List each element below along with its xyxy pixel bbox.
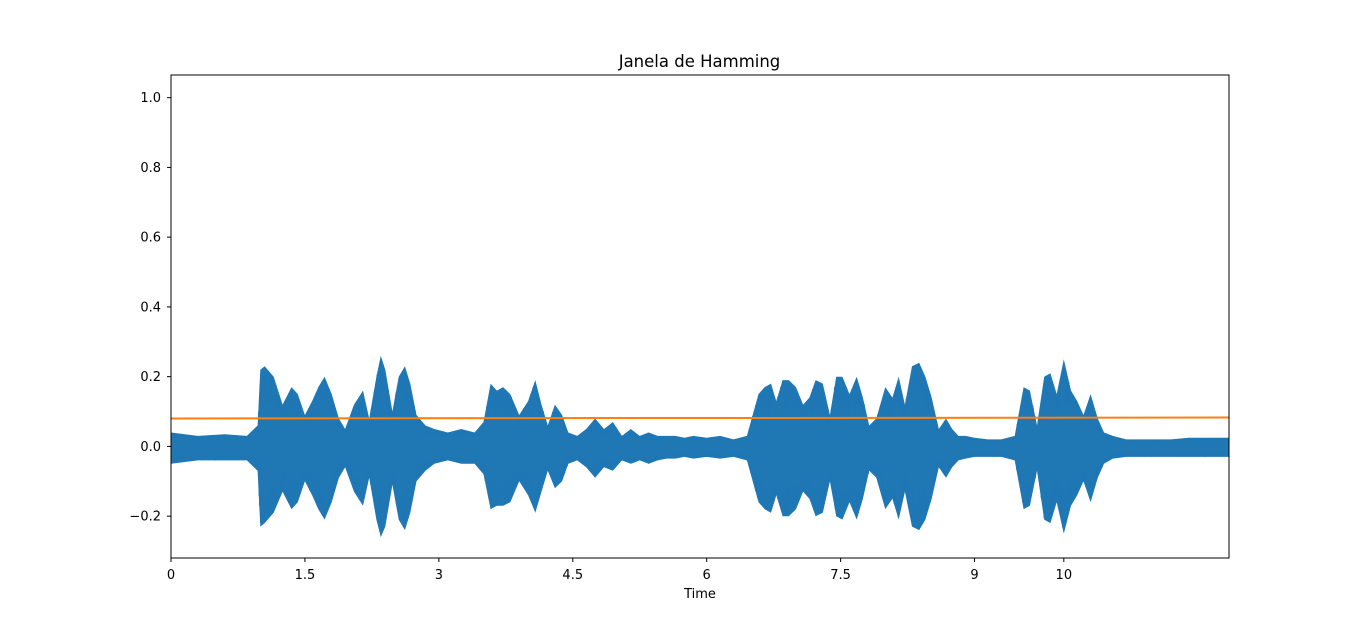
x-axis: 0 1.5 3 4.5 6 7.5 9 10 [167,558,1072,583]
hamming-window-line [170,416,1230,420]
y-tick-label: −0.2 [129,510,161,525]
axes-frame [170,74,1230,559]
plot-area [170,355,1230,538]
y-axis: −0.2 0.0 0.2 0.4 0.6 0.8 1.0 [129,91,171,525]
chart-title: Janela de Hamming [618,52,781,71]
x-tick-label: 4.5 [562,568,583,583]
x-tick-label: 7.5 [830,568,851,583]
x-tick-label: 3 [435,568,443,583]
x-tick-label: 0 [167,568,175,583]
y-tick-label: 0.8 [140,161,161,176]
y-tick-label: 1.0 [140,91,161,106]
y-tick-label: 0.0 [140,440,161,455]
x-tick-label: 10 [1056,568,1073,583]
x-tick-label: 9 [970,568,978,583]
x-axis-label: Time [683,587,716,602]
x-tick-label: 1.5 [295,568,316,583]
y-tick-label: 0.2 [140,370,161,385]
x-tick-label: 6 [703,568,711,583]
y-tick-label: 0.6 [140,231,161,246]
y-tick-label: 0.4 [140,300,161,315]
